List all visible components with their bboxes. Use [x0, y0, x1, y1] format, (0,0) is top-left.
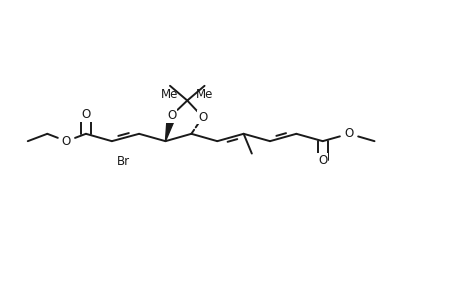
Text: O: O [167, 109, 176, 122]
Text: Me: Me [196, 88, 213, 101]
Text: O: O [81, 108, 90, 121]
Text: Me: Me [161, 88, 178, 101]
Text: Br: Br [117, 155, 129, 168]
Text: O: O [198, 110, 207, 124]
Text: O: O [344, 127, 353, 140]
Polygon shape [165, 115, 176, 141]
Text: O: O [62, 135, 71, 148]
Text: O: O [317, 154, 327, 167]
